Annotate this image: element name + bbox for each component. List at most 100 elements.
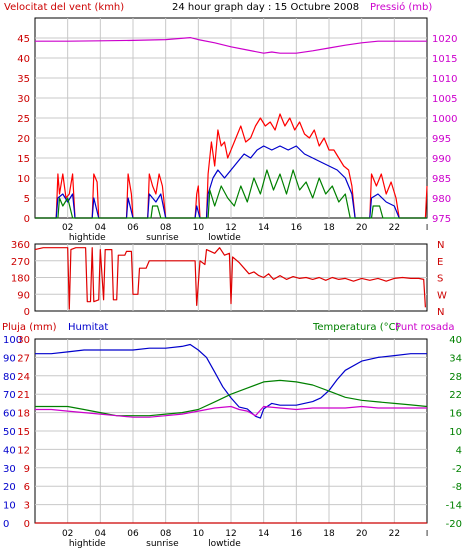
humidity-axis-tick: 10 bbox=[3, 501, 16, 512]
temperature-axis-tick: -20 bbox=[446, 519, 462, 530]
x-tick-label: 02 bbox=[62, 223, 73, 233]
x-annotation: lowtide bbox=[208, 233, 241, 243]
x-tick-label: 20 bbox=[356, 223, 368, 233]
humidity-axis-tick: 90 bbox=[3, 353, 16, 364]
x-tick-label: 06 bbox=[127, 529, 139, 539]
temperature-axis-tick: 28 bbox=[449, 372, 462, 383]
compass-label: W bbox=[437, 290, 447, 301]
x-tick-label: 12 bbox=[225, 529, 236, 539]
pressure-axis-tick: 985 bbox=[432, 174, 451, 185]
humidity-axis-tick: 70 bbox=[3, 390, 16, 401]
pressure-axis-tick: 980 bbox=[432, 194, 451, 205]
climate-series-line bbox=[35, 405, 427, 418]
temperature-axis-tick: -8 bbox=[452, 482, 462, 493]
x-annotation: hightide bbox=[69, 539, 106, 549]
humidity-axis-tick: 20 bbox=[3, 482, 16, 493]
x-tick-label: 12 bbox=[225, 223, 236, 233]
pressure-title: Pressió (mb) bbox=[370, 1, 432, 13]
wind-axis-tick: 30 bbox=[17, 94, 30, 105]
wind-axis-tick: 20 bbox=[17, 134, 30, 145]
compass-label: S bbox=[437, 274, 443, 285]
compass-label: E bbox=[437, 257, 443, 268]
x-tick-label: 18 bbox=[323, 223, 335, 233]
x-tick-label: 06 bbox=[127, 223, 139, 233]
x-tick-label: 14 bbox=[258, 223, 270, 233]
x-tick-label: 16 bbox=[291, 223, 303, 233]
x-tick-label: 22 bbox=[389, 223, 400, 233]
humidity-axis-tick: 80 bbox=[3, 372, 16, 383]
rain-axis-tick: 6 bbox=[24, 482, 30, 493]
rain-axis-tick: 15 bbox=[17, 427, 30, 438]
graph-day-title: 24 hour graph day : 15 Octubre 2008 bbox=[172, 2, 359, 13]
compass-label: N bbox=[437, 240, 444, 251]
wind-axis-tick: 25 bbox=[17, 114, 30, 125]
x-annotation: lowtide bbox=[208, 539, 241, 549]
pressure-axis-tick: 1010 bbox=[432, 74, 457, 85]
temperature-axis-tick: -2 bbox=[452, 464, 462, 475]
temperature-axis-tick: 34 bbox=[449, 353, 462, 364]
direction-axis-tick: 270 bbox=[11, 257, 30, 268]
wind-axis-tick: 35 bbox=[17, 74, 30, 85]
compass-label: N bbox=[437, 307, 444, 318]
humidity-axis-tick: 40 bbox=[3, 445, 16, 456]
rain-axis-tick: 18 bbox=[17, 409, 30, 420]
x-tick-label: 04 bbox=[95, 223, 107, 233]
x-tick-label: 02 bbox=[62, 529, 73, 539]
pressure-axis-tick: 995 bbox=[432, 134, 451, 145]
pressure-line bbox=[35, 36, 427, 54]
x-tick-label: 08 bbox=[160, 223, 172, 233]
wind-axis-tick: 10 bbox=[17, 174, 30, 185]
x-tick-label: I bbox=[426, 223, 428, 232]
wind-axis-tick: 0 bbox=[24, 214, 30, 225]
x-tick-label: 14 bbox=[258, 529, 270, 539]
rain-axis-tick: 24 bbox=[17, 372, 30, 383]
rain-axis-tick: 12 bbox=[17, 445, 30, 456]
direction-axis-tick: 0 bbox=[24, 307, 30, 318]
humidity-axis-tick: 100 bbox=[3, 335, 22, 346]
pressure-axis-tick: 990 bbox=[432, 154, 451, 165]
x-annotation: sunrise bbox=[146, 539, 179, 549]
wind-axis-tick: 15 bbox=[17, 154, 30, 165]
x-tick-label: 20 bbox=[356, 529, 368, 539]
dewpoint-label: Punt rosada bbox=[395, 322, 454, 333]
x-annotation: sunrise bbox=[146, 233, 179, 243]
direction-axis-tick: 180 bbox=[11, 274, 30, 285]
direction-axis-tick: 360 bbox=[11, 240, 30, 251]
wind-axis-tick: 45 bbox=[17, 34, 30, 45]
climate-series-line bbox=[35, 343, 427, 419]
humidity-axis-tick: 30 bbox=[3, 464, 16, 475]
temperature-axis-tick: 16 bbox=[449, 409, 462, 420]
wind-axis-tick: 40 bbox=[17, 54, 30, 65]
direction-line bbox=[34, 247, 426, 310]
pressure-axis-tick: 1015 bbox=[432, 54, 457, 65]
temperature-axis-tick: 4 bbox=[456, 445, 462, 456]
humidity-label: Humitat bbox=[68, 322, 108, 333]
pressure-axis-tick: 1005 bbox=[432, 94, 457, 105]
rain-axis-tick: 21 bbox=[17, 390, 30, 401]
rain-axis-tick: 3 bbox=[24, 501, 30, 512]
pressure-axis-tick: 1020 bbox=[432, 34, 457, 45]
rain-axis-tick: 27 bbox=[17, 353, 30, 364]
wind-series-line bbox=[35, 169, 427, 219]
rain-axis-tick: 0 bbox=[24, 519, 30, 530]
temperature-axis-tick: 22 bbox=[449, 390, 462, 401]
x-tick-label: 18 bbox=[323, 529, 335, 539]
pressure-axis-tick: 1000 bbox=[432, 114, 457, 125]
climate-series-line bbox=[35, 379, 428, 417]
temperature-axis-tick: 10 bbox=[449, 427, 462, 438]
wind-speed-title: Velocitat del vent (kmh) bbox=[4, 2, 124, 13]
humidity-axis-tick: 0 bbox=[3, 519, 9, 530]
temperature-axis-tick: 40 bbox=[449, 335, 462, 346]
wind-axis-tick: 5 bbox=[24, 194, 30, 205]
wind-pressure-panel: 0510152025303540459759809859909951000100… bbox=[17, 17, 457, 243]
humidity-axis-tick: 60 bbox=[3, 409, 16, 420]
rain-axis-tick: 30 bbox=[17, 335, 30, 346]
x-tick-label: 10 bbox=[193, 529, 205, 539]
x-tick-label: 10 bbox=[193, 223, 205, 233]
rain-label: Pluja (mm) bbox=[2, 322, 57, 333]
wind-series-line bbox=[35, 145, 427, 219]
temperature-axis-tick: -14 bbox=[446, 501, 462, 512]
